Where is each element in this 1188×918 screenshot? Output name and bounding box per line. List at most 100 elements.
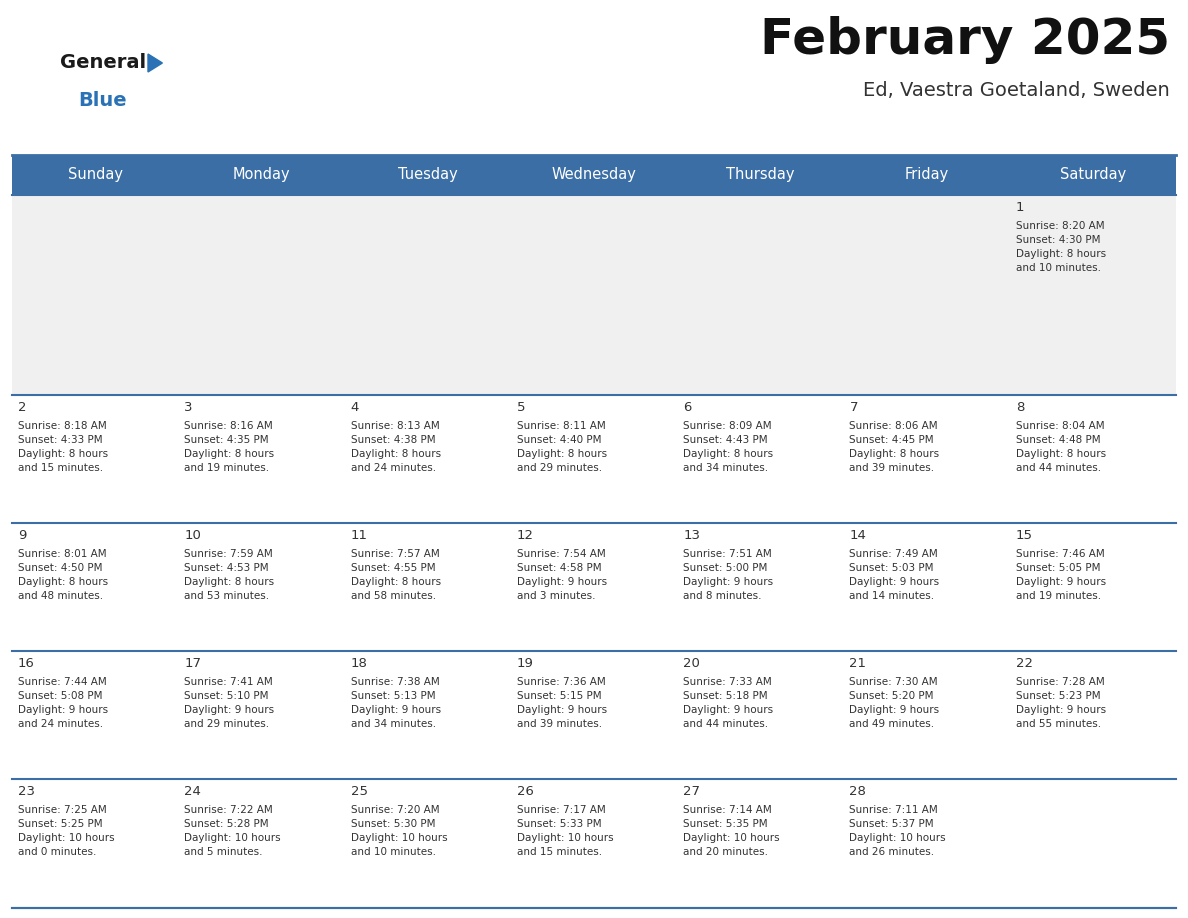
Bar bbox=[345, 779, 511, 907]
Text: 13: 13 bbox=[683, 529, 700, 542]
Text: 12: 12 bbox=[517, 529, 533, 542]
Text: 7: 7 bbox=[849, 401, 858, 414]
Text: Sunset: 4:50 PM: Sunset: 4:50 PM bbox=[18, 563, 102, 573]
Text: Daylight: 9 hours: Daylight: 9 hours bbox=[517, 705, 607, 715]
Text: Sunrise: 8:04 AM: Sunrise: 8:04 AM bbox=[1016, 421, 1105, 431]
Text: 26: 26 bbox=[517, 785, 533, 798]
Text: Daylight: 9 hours: Daylight: 9 hours bbox=[1016, 577, 1106, 587]
Text: and 39 minutes.: and 39 minutes. bbox=[849, 463, 935, 473]
Text: and 24 minutes.: and 24 minutes. bbox=[18, 719, 103, 729]
Text: 14: 14 bbox=[849, 529, 866, 542]
Text: Monday: Monday bbox=[233, 167, 290, 183]
Text: Sunrise: 7:51 AM: Sunrise: 7:51 AM bbox=[683, 549, 772, 559]
Bar bbox=[1010, 195, 1176, 395]
Text: Sunset: 4:58 PM: Sunset: 4:58 PM bbox=[517, 563, 601, 573]
Text: 19: 19 bbox=[517, 657, 533, 670]
Text: and 8 minutes.: and 8 minutes. bbox=[683, 591, 762, 601]
Bar bbox=[843, 395, 1010, 523]
Text: Sunrise: 8:11 AM: Sunrise: 8:11 AM bbox=[517, 421, 606, 431]
Text: and 20 minutes.: and 20 minutes. bbox=[683, 847, 769, 857]
Text: Sunset: 4:48 PM: Sunset: 4:48 PM bbox=[1016, 435, 1100, 445]
Text: Daylight: 10 hours: Daylight: 10 hours bbox=[184, 833, 280, 843]
Text: 21: 21 bbox=[849, 657, 866, 670]
Text: Sunrise: 7:25 AM: Sunrise: 7:25 AM bbox=[18, 805, 107, 815]
Text: Sunset: 5:10 PM: Sunset: 5:10 PM bbox=[184, 691, 268, 701]
Text: and 0 minutes.: and 0 minutes. bbox=[18, 847, 96, 857]
Text: 17: 17 bbox=[184, 657, 201, 670]
Text: Thursday: Thursday bbox=[726, 167, 795, 183]
Bar bbox=[843, 195, 1010, 395]
Text: Sunday: Sunday bbox=[68, 167, 122, 183]
Text: Daylight: 8 hours: Daylight: 8 hours bbox=[350, 577, 441, 587]
Text: Sunrise: 8:20 AM: Sunrise: 8:20 AM bbox=[1016, 221, 1105, 231]
Text: Sunrise: 8:13 AM: Sunrise: 8:13 AM bbox=[350, 421, 440, 431]
Text: February 2025: February 2025 bbox=[760, 16, 1170, 64]
Text: Daylight: 8 hours: Daylight: 8 hours bbox=[184, 577, 274, 587]
Text: Daylight: 9 hours: Daylight: 9 hours bbox=[849, 705, 940, 715]
Text: Sunset: 5:25 PM: Sunset: 5:25 PM bbox=[18, 819, 102, 829]
Text: and 53 minutes.: and 53 minutes. bbox=[184, 591, 270, 601]
Text: Sunset: 4:38 PM: Sunset: 4:38 PM bbox=[350, 435, 435, 445]
Text: Sunset: 5:30 PM: Sunset: 5:30 PM bbox=[350, 819, 435, 829]
Text: Sunset: 5:28 PM: Sunset: 5:28 PM bbox=[184, 819, 268, 829]
Bar bbox=[345, 651, 511, 779]
Text: 22: 22 bbox=[1016, 657, 1032, 670]
Text: General: General bbox=[61, 53, 146, 73]
Text: 24: 24 bbox=[184, 785, 201, 798]
Bar bbox=[178, 779, 345, 907]
Text: Ed, Vaestra Goetaland, Sweden: Ed, Vaestra Goetaland, Sweden bbox=[864, 81, 1170, 99]
Text: Sunrise: 7:17 AM: Sunrise: 7:17 AM bbox=[517, 805, 606, 815]
Text: Sunset: 5:00 PM: Sunset: 5:00 PM bbox=[683, 563, 767, 573]
Text: and 19 minutes.: and 19 minutes. bbox=[184, 463, 270, 473]
Text: Sunrise: 8:01 AM: Sunrise: 8:01 AM bbox=[18, 549, 107, 559]
Text: Sunset: 5:23 PM: Sunset: 5:23 PM bbox=[1016, 691, 1100, 701]
Bar bbox=[12, 651, 178, 779]
Text: Sunset: 4:43 PM: Sunset: 4:43 PM bbox=[683, 435, 767, 445]
Bar bbox=[12, 155, 1176, 195]
Text: and 39 minutes.: and 39 minutes. bbox=[517, 719, 602, 729]
Text: Daylight: 8 hours: Daylight: 8 hours bbox=[18, 577, 108, 587]
Text: Wednesday: Wednesday bbox=[551, 167, 637, 183]
Text: Sunset: 5:08 PM: Sunset: 5:08 PM bbox=[18, 691, 102, 701]
Text: and 10 minutes.: and 10 minutes. bbox=[350, 847, 436, 857]
Text: Daylight: 10 hours: Daylight: 10 hours bbox=[18, 833, 114, 843]
Text: and 29 minutes.: and 29 minutes. bbox=[517, 463, 602, 473]
Text: Sunrise: 7:33 AM: Sunrise: 7:33 AM bbox=[683, 677, 772, 687]
Bar bbox=[345, 523, 511, 651]
Text: 9: 9 bbox=[18, 529, 26, 542]
Bar bbox=[843, 523, 1010, 651]
Text: Sunrise: 7:20 AM: Sunrise: 7:20 AM bbox=[350, 805, 440, 815]
Text: Saturday: Saturday bbox=[1060, 167, 1126, 183]
Text: Daylight: 10 hours: Daylight: 10 hours bbox=[849, 833, 946, 843]
Text: Sunrise: 7:38 AM: Sunrise: 7:38 AM bbox=[350, 677, 440, 687]
Text: Daylight: 10 hours: Daylight: 10 hours bbox=[683, 833, 779, 843]
Text: Sunset: 4:40 PM: Sunset: 4:40 PM bbox=[517, 435, 601, 445]
Text: and 29 minutes.: and 29 minutes. bbox=[184, 719, 270, 729]
Text: and 34 minutes.: and 34 minutes. bbox=[683, 463, 769, 473]
Bar bbox=[511, 395, 677, 523]
Text: Sunset: 5:03 PM: Sunset: 5:03 PM bbox=[849, 563, 934, 573]
Text: 15: 15 bbox=[1016, 529, 1032, 542]
Text: Sunset: 5:05 PM: Sunset: 5:05 PM bbox=[1016, 563, 1100, 573]
Text: 20: 20 bbox=[683, 657, 700, 670]
Text: 1: 1 bbox=[1016, 201, 1024, 214]
Bar bbox=[511, 651, 677, 779]
Text: Daylight: 9 hours: Daylight: 9 hours bbox=[683, 705, 773, 715]
Text: Daylight: 9 hours: Daylight: 9 hours bbox=[1016, 705, 1106, 715]
Text: Sunset: 4:35 PM: Sunset: 4:35 PM bbox=[184, 435, 268, 445]
Text: and 34 minutes.: and 34 minutes. bbox=[350, 719, 436, 729]
Text: Sunset: 5:18 PM: Sunset: 5:18 PM bbox=[683, 691, 767, 701]
Text: Daylight: 9 hours: Daylight: 9 hours bbox=[849, 577, 940, 587]
Text: 6: 6 bbox=[683, 401, 691, 414]
Text: Sunrise: 7:41 AM: Sunrise: 7:41 AM bbox=[184, 677, 273, 687]
Bar bbox=[178, 651, 345, 779]
Text: Daylight: 8 hours: Daylight: 8 hours bbox=[184, 449, 274, 459]
Text: and 24 minutes.: and 24 minutes. bbox=[350, 463, 436, 473]
Text: 18: 18 bbox=[350, 657, 367, 670]
Bar bbox=[1010, 523, 1176, 651]
Text: Daylight: 8 hours: Daylight: 8 hours bbox=[18, 449, 108, 459]
Text: Sunrise: 7:36 AM: Sunrise: 7:36 AM bbox=[517, 677, 606, 687]
Text: Sunrise: 7:30 AM: Sunrise: 7:30 AM bbox=[849, 677, 939, 687]
Text: 25: 25 bbox=[350, 785, 367, 798]
Bar bbox=[178, 195, 345, 395]
